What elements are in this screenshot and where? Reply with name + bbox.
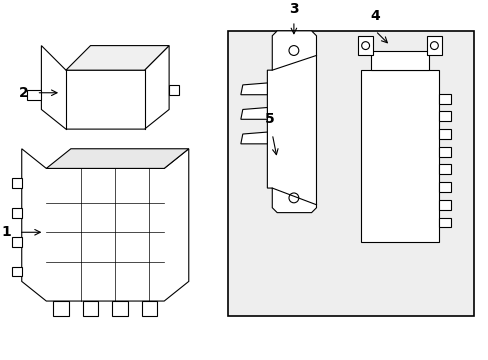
- Circle shape: [288, 193, 298, 203]
- Polygon shape: [438, 182, 450, 192]
- Polygon shape: [82, 301, 98, 316]
- Polygon shape: [41, 46, 169, 129]
- Polygon shape: [438, 129, 450, 139]
- Polygon shape: [438, 147, 450, 157]
- Text: 5: 5: [264, 112, 274, 126]
- Text: 3: 3: [288, 2, 298, 16]
- Bar: [227, 31, 473, 316]
- Polygon shape: [438, 112, 450, 121]
- Polygon shape: [267, 31, 316, 213]
- Polygon shape: [438, 165, 450, 174]
- Polygon shape: [370, 50, 428, 70]
- Polygon shape: [21, 149, 188, 301]
- Polygon shape: [169, 85, 179, 95]
- Polygon shape: [66, 46, 169, 70]
- Polygon shape: [438, 217, 450, 228]
- Polygon shape: [112, 301, 127, 316]
- Polygon shape: [438, 200, 450, 210]
- Polygon shape: [142, 301, 157, 316]
- Circle shape: [361, 42, 369, 50]
- Text: 1: 1: [1, 225, 11, 239]
- Polygon shape: [426, 36, 441, 55]
- Polygon shape: [46, 149, 188, 168]
- Bar: [360, 70, 438, 242]
- Polygon shape: [241, 132, 267, 144]
- Circle shape: [429, 42, 437, 50]
- Polygon shape: [241, 83, 267, 95]
- Polygon shape: [12, 208, 21, 217]
- Polygon shape: [12, 178, 21, 188]
- Polygon shape: [27, 90, 41, 100]
- Text: 4: 4: [370, 9, 380, 23]
- Polygon shape: [357, 36, 373, 55]
- Circle shape: [288, 46, 298, 55]
- Polygon shape: [12, 237, 21, 247]
- Polygon shape: [53, 301, 69, 316]
- Polygon shape: [438, 94, 450, 104]
- Polygon shape: [241, 108, 267, 119]
- Polygon shape: [12, 267, 21, 276]
- Text: 2: 2: [19, 86, 29, 100]
